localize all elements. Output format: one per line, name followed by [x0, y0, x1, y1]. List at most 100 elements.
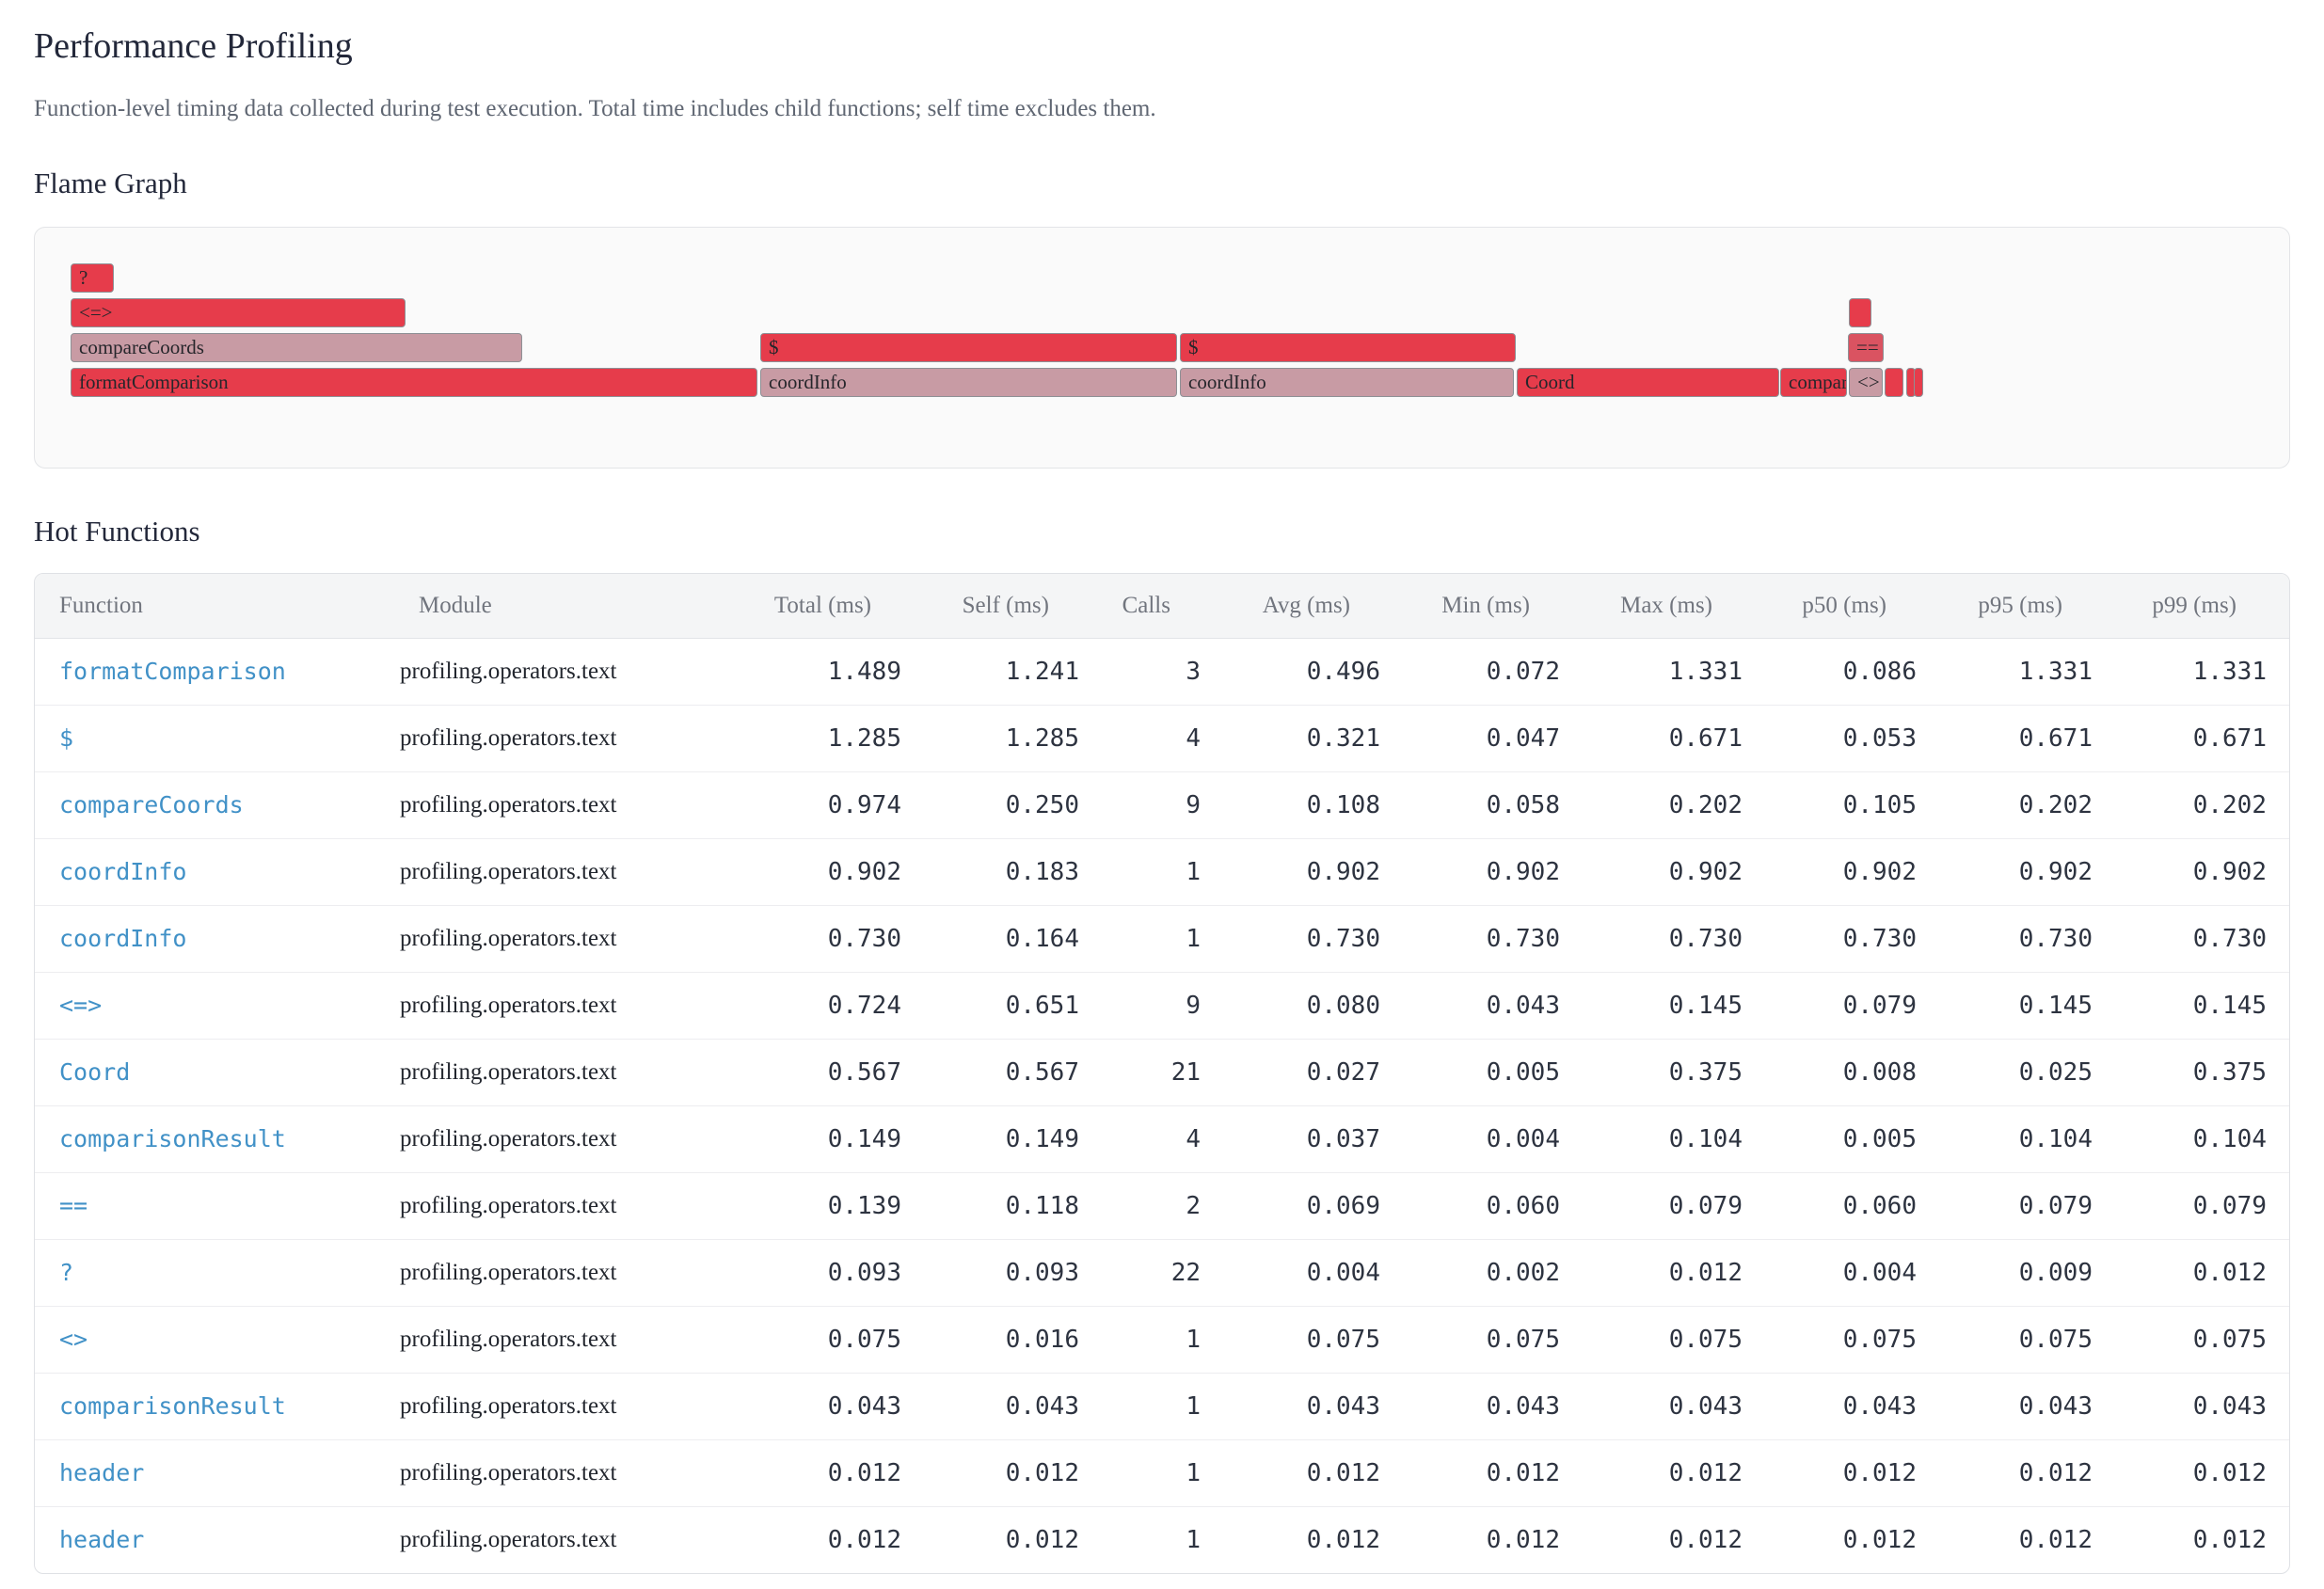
metric-cell: 0.104	[1583, 1104, 1765, 1172]
module-cell: profiling.operators.text	[394, 1438, 729, 1506]
table-row: comparisonResult profiling.operators.text…	[35, 1372, 2289, 1439]
metric-cell: 0.902	[729, 837, 924, 905]
flame-node[interactable]: Coord	[1517, 367, 1779, 397]
column-header-module: Module	[394, 573, 729, 639]
metric-cell: 0.567	[924, 1038, 1102, 1105]
function-link[interactable]: coordInfo	[59, 858, 187, 885]
metric-cell: 22	[1102, 1238, 1223, 1306]
metric-cell: 9	[1102, 771, 1223, 838]
metric-cell: 0.058	[1403, 771, 1583, 838]
metric-cell: 0.075	[1765, 1305, 1939, 1373]
metric-cell: 21	[1102, 1038, 1223, 1105]
hot-functions-heading: Hot Functions	[34, 514, 200, 548]
flame-node[interactable]: ?	[71, 262, 114, 293]
function-link[interactable]: comparisonResult	[59, 1392, 286, 1420]
table-row: $ profiling.operators.text 1.285 1.285 4 0.32…	[35, 704, 2289, 771]
flame-node[interactable]	[1849, 297, 1871, 327]
function-link[interactable]: <=>	[59, 992, 103, 1019]
flame-node[interactable]: $	[1180, 332, 1516, 362]
metric-cell: 0.079	[1583, 1171, 1765, 1239]
function-link[interactable]: compareCoords	[59, 791, 244, 818]
metric-cell: 0.730	[1403, 904, 1583, 972]
module-cell: profiling.operators.text	[400, 658, 617, 684]
metric-cell: 9	[1102, 971, 1223, 1039]
metric-cell: 0.093	[924, 1238, 1102, 1306]
metric-cell: 1	[1102, 1305, 1223, 1373]
function-cell: coordInfo	[35, 904, 394, 972]
function-link[interactable]: comparisonResult	[59, 1125, 286, 1152]
metric-cell: 0.079	[1939, 1171, 2115, 1239]
module-cell: profiling.operators.text	[394, 704, 729, 771]
function-link[interactable]: header	[59, 1526, 145, 1553]
metric-cell: 0.005	[1765, 1104, 1939, 1172]
metric-cell: 0.016	[924, 1305, 1102, 1373]
flame-node[interactable]: <>	[1849, 367, 1883, 397]
column-header-total-ms: Total (ms)	[729, 573, 924, 639]
module-cell: profiling.operators.text	[394, 771, 729, 838]
flame-node[interactable]: coordInfo	[760, 367, 1177, 397]
function-link[interactable]: coordInfo	[59, 925, 187, 952]
column-header-p95-ms: p95 (ms)	[1939, 573, 2115, 639]
flame-node[interactable]: <=>	[71, 297, 406, 327]
metric-cell: 0.104	[1939, 1104, 2115, 1172]
metric-cell: 0.902	[2115, 837, 2289, 905]
metric-cell: 0.043	[1583, 1372, 1765, 1439]
function-link[interactable]: ==	[59, 1192, 88, 1219]
flame-node[interactable]: compareCoords	[71, 332, 522, 362]
metric-cell: 0.164	[924, 904, 1102, 972]
flame-node[interactable]: formatComparison	[71, 367, 757, 397]
metric-cell: 0.730	[729, 904, 924, 972]
metric-cell: 0.012	[924, 1505, 1102, 1573]
flame-node[interactable]: $	[760, 332, 1177, 362]
metric-cell: 4	[1102, 704, 1223, 771]
flame-node[interactable]: coordInfo	[1180, 367, 1514, 397]
table-row: coordInfo profiling.operators.text 0.902 0.…	[35, 837, 2289, 905]
module-cell: profiling.operators.text	[394, 1038, 729, 1105]
flame-graph-rows: ? <=> compareCoords $ $ == formatComparison coo…	[71, 262, 2253, 397]
metric-cell: 0.671	[1583, 704, 1765, 771]
metric-cell: 0.079	[1765, 971, 1939, 1039]
flame-node[interactable]	[1885, 367, 1903, 397]
function-link[interactable]: header	[59, 1459, 145, 1486]
metric-cell: 1	[1102, 1438, 1223, 1506]
flame-node[interactable]: ==	[1848, 332, 1884, 362]
metric-cell: 0.053	[1765, 704, 1939, 771]
metric-cell: 0.025	[1939, 1038, 2115, 1105]
flame-node[interactable]: compareCoords	[1780, 367, 1847, 397]
metric-cell: 0.012	[1583, 1505, 1765, 1573]
metric-cell: 0.004	[1765, 1238, 1939, 1306]
metric-cell: 0.671	[1939, 704, 2115, 771]
metric-cell: 0.012	[1403, 1438, 1583, 1506]
module-cell: profiling.operators.text	[394, 1238, 729, 1306]
metric-cell: 1	[1102, 1505, 1223, 1573]
metric-cell: 1.331	[2018, 657, 2093, 686]
flame-node[interactable]	[1914, 367, 1923, 397]
metric-cell: 0.069	[1223, 1171, 1403, 1239]
metric-cell: 0.004	[1223, 1238, 1403, 1306]
function-cell: $	[35, 704, 394, 771]
function-cell: comparisonResult	[35, 1372, 394, 1439]
function-link[interactable]: ?	[59, 1259, 74, 1286]
metric-cell: 0.060	[1403, 1171, 1583, 1239]
metric-cell: 0.004	[1403, 1104, 1583, 1172]
function-link[interactable]: <>	[59, 1326, 88, 1353]
metric-cell: 0.012	[1939, 1438, 2115, 1506]
metric-cell: 0.202	[1583, 771, 1765, 838]
metric-cell: 0.047	[1403, 704, 1583, 771]
metric-cell: 0.730	[1939, 904, 2115, 972]
hot-functions-table: Function Module Total (ms) Self (ms) Calls Av…	[35, 573, 2289, 1573]
metric-cell: 0.043	[1765, 1372, 1939, 1439]
metric-cell: 0.008	[1765, 1038, 1939, 1105]
function-link[interactable]: $	[59, 724, 74, 752]
metric-cell: 0.009	[1939, 1238, 2115, 1306]
metric-cell: 0.012	[924, 1438, 1102, 1506]
metric-cell: 0.902	[1939, 837, 2115, 905]
metric-cell: 0.012	[1765, 1505, 1939, 1573]
metric-cell: 0.075	[729, 1305, 924, 1373]
function-link[interactable]: Coord	[59, 1058, 131, 1086]
metric-cell: 4	[1102, 1104, 1223, 1172]
metric-cell: 0.651	[924, 971, 1102, 1039]
metric-cell: 0.724	[729, 971, 924, 1039]
function-link[interactable]: formatComparison	[59, 658, 286, 685]
flame-row: compareCoords $ $ ==	[71, 332, 2253, 362]
